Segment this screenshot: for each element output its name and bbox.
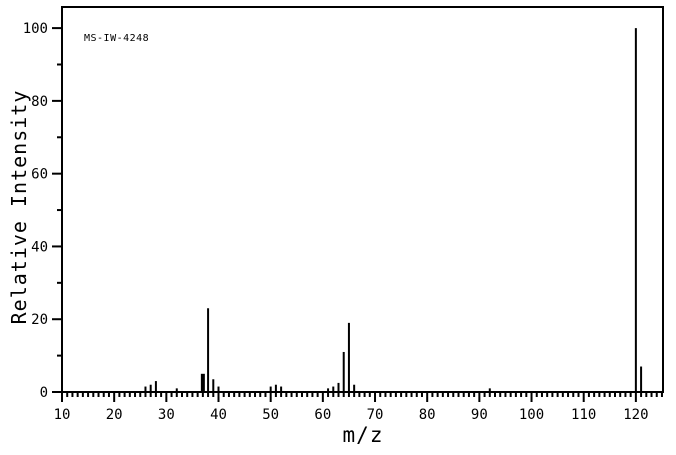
x-tick-label: 20 xyxy=(106,407,123,423)
y-tick-label: 0 xyxy=(40,385,48,401)
x-tick-label: 30 xyxy=(158,407,175,423)
x-tick-label: 10 xyxy=(54,407,71,423)
y-tick-label: 80 xyxy=(31,94,48,110)
spectrum-id-label: MS-IW-4248 xyxy=(84,33,150,44)
x-axis-title: m/z xyxy=(342,423,384,447)
plot-frame xyxy=(61,6,664,393)
y-tick-label: 40 xyxy=(31,239,48,255)
x-tick-label: 70 xyxy=(367,407,384,423)
x-tick-label: 40 xyxy=(210,407,227,423)
x-tick-label: 90 xyxy=(471,407,488,423)
x-tick-label: 110 xyxy=(571,407,596,423)
y-axis-title: Relative Intensity xyxy=(7,89,31,325)
x-tick-label: 60 xyxy=(314,407,331,423)
x-tick-label: 50 xyxy=(262,407,279,423)
y-tick-label: 60 xyxy=(31,167,48,183)
y-tick-label: 100 xyxy=(23,21,48,37)
x-tick-label: 120 xyxy=(623,407,648,423)
x-tick-label: 80 xyxy=(419,407,436,423)
y-tick-label: 20 xyxy=(31,312,48,328)
x-tick-label: 100 xyxy=(519,407,544,423)
